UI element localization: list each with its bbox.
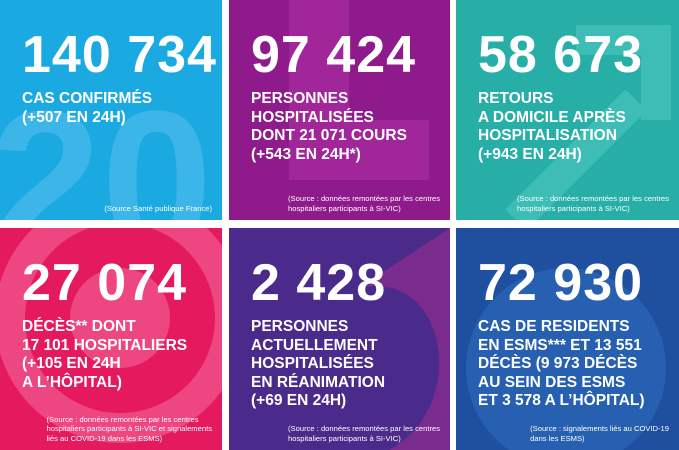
label-line: (+69 EN 24H) xyxy=(251,392,347,409)
source-line: (Source Santé publique France) xyxy=(104,203,212,213)
label: CAS DE RESIDENTS EN ESMS*** ET 13 551 DÉCÈ… xyxy=(478,318,645,411)
label-line: PERSONNES xyxy=(251,318,349,335)
label-line: HOSPITALISÉES xyxy=(251,355,374,372)
source-line: (Source : données remontées par les cent… xyxy=(288,424,440,433)
label: PERSONNES HOSPITALISÉES DONT 21 071 COURS(… xyxy=(251,90,407,164)
label-line: EN ESMS*** ET 13 551 xyxy=(478,336,642,354)
decoration xyxy=(505,25,671,220)
tile: 72 930 CAS DE RESIDENTS EN ESMS*** ET 13 5… xyxy=(456,228,679,450)
tile: 27 074 DÉCÈS** DONT 17 101 HOSPITALIERS (+1… xyxy=(0,228,222,450)
decoration xyxy=(466,268,666,450)
source-line: hospitaliers participants à SI-VIC) xyxy=(288,203,401,213)
source-line: dans les ESMS) xyxy=(530,433,585,443)
label-line: HOSPITALISATION xyxy=(478,127,617,144)
source-line: (Source : données remontées par les cent… xyxy=(288,194,440,203)
source-line: hospitaliers participants à SI-VIC et si… xyxy=(46,424,212,433)
label-line: HOSPITALISÉES xyxy=(251,108,374,126)
label-line: DÉCÈS** DONT xyxy=(22,318,136,335)
source-line: liés au COVID-19 dans les ESMS) xyxy=(46,433,163,443)
label-line: PERSONNES xyxy=(251,90,349,107)
label-line: ET 3 578 A L’HÔPITAL) xyxy=(478,392,645,409)
big-number: 72 930 xyxy=(478,254,644,312)
source-line: (Source : données remontées par les cent… xyxy=(46,414,199,424)
source-line: (Source : signalements liés au COVID-19 xyxy=(530,424,669,433)
tile: 2 428 PERSONNES ACTUELLEMENT HOSPITALISÉES E… xyxy=(229,228,450,450)
source: (Source Santé publique France) xyxy=(104,204,212,214)
label-line: 17 101 HOSPITALIERS xyxy=(22,336,188,354)
tile: 20 140 734 CAS CONFIRMÉS (+507 EN 24H) (Sou… xyxy=(0,0,222,220)
label: DÉCÈS** DONT 17 101 HOSPITALIERS (+105 EN … xyxy=(22,318,187,392)
source: (Source : données remontées par les cent… xyxy=(288,424,440,443)
big-number: 58 673 xyxy=(478,26,644,84)
big-number: 2 428 xyxy=(251,254,387,312)
label: RETOURS A DOMICILE APRÈS HOSPITALISATION (+… xyxy=(478,90,626,164)
label-line: (+105 EN 24H xyxy=(22,355,121,372)
label-line: (+543 EN 24H*) xyxy=(251,145,361,163)
label: CAS CONFIRMÉS (+507 EN 24H) xyxy=(22,90,152,127)
source: (Source : données remontées par les cent… xyxy=(47,415,212,444)
source: (Source : données remontées par les cent… xyxy=(517,194,669,213)
source: (Source : données remontées par les cent… xyxy=(288,194,440,213)
big-number: 97 424 xyxy=(251,26,417,84)
source-line: (Source : données remontées par les cent… xyxy=(517,194,669,203)
source-line: hospitaliers participants à SI-VIC) xyxy=(517,203,630,213)
source: (Source : signalements liés au COVID-19 d… xyxy=(530,424,669,443)
label-line: CAS CONFIRMÉS xyxy=(22,90,153,107)
big-number: 27 074 xyxy=(22,254,188,312)
label-line: DÉCÈS (9 973 DÉCÈS xyxy=(478,355,638,372)
label-line: (+507 EN 24H) xyxy=(22,108,126,126)
tile: 97 424 PERSONNES HOSPITALISÉES DONT 21 071 … xyxy=(229,0,450,220)
label-line: (+943 EN 24H) xyxy=(478,145,582,163)
label-line: AU SEIN DES ESMS xyxy=(478,373,626,391)
svg-text:20: 20 xyxy=(0,70,212,220)
label-line: CAS DE RESIDENTS xyxy=(478,318,630,335)
tile: 58 673 RETOURS A DOMICILE APRÈS HOSPITALISA… xyxy=(456,0,679,220)
decoration xyxy=(0,228,222,443)
decoration xyxy=(289,0,429,180)
label-line: RETOURS xyxy=(478,90,554,107)
label: PERSONNES ACTUELLEMENT HOSPITALISÉES EN RÉA… xyxy=(251,318,385,411)
source-line: hospitaliers participants à SI-VIC) xyxy=(288,433,401,443)
label-line: EN RÉANIMATION xyxy=(251,373,386,391)
decoration xyxy=(359,228,450,450)
decoration: 20 xyxy=(0,70,212,220)
label-line: A DOMICILE APRÈS xyxy=(478,108,626,126)
label-line: A L’HÔPITAL) xyxy=(22,373,122,391)
label-line: ACTUELLEMENT xyxy=(251,336,378,354)
label-line: DONT 21 071 COURS xyxy=(251,127,407,144)
big-number: 140 734 xyxy=(22,26,217,84)
